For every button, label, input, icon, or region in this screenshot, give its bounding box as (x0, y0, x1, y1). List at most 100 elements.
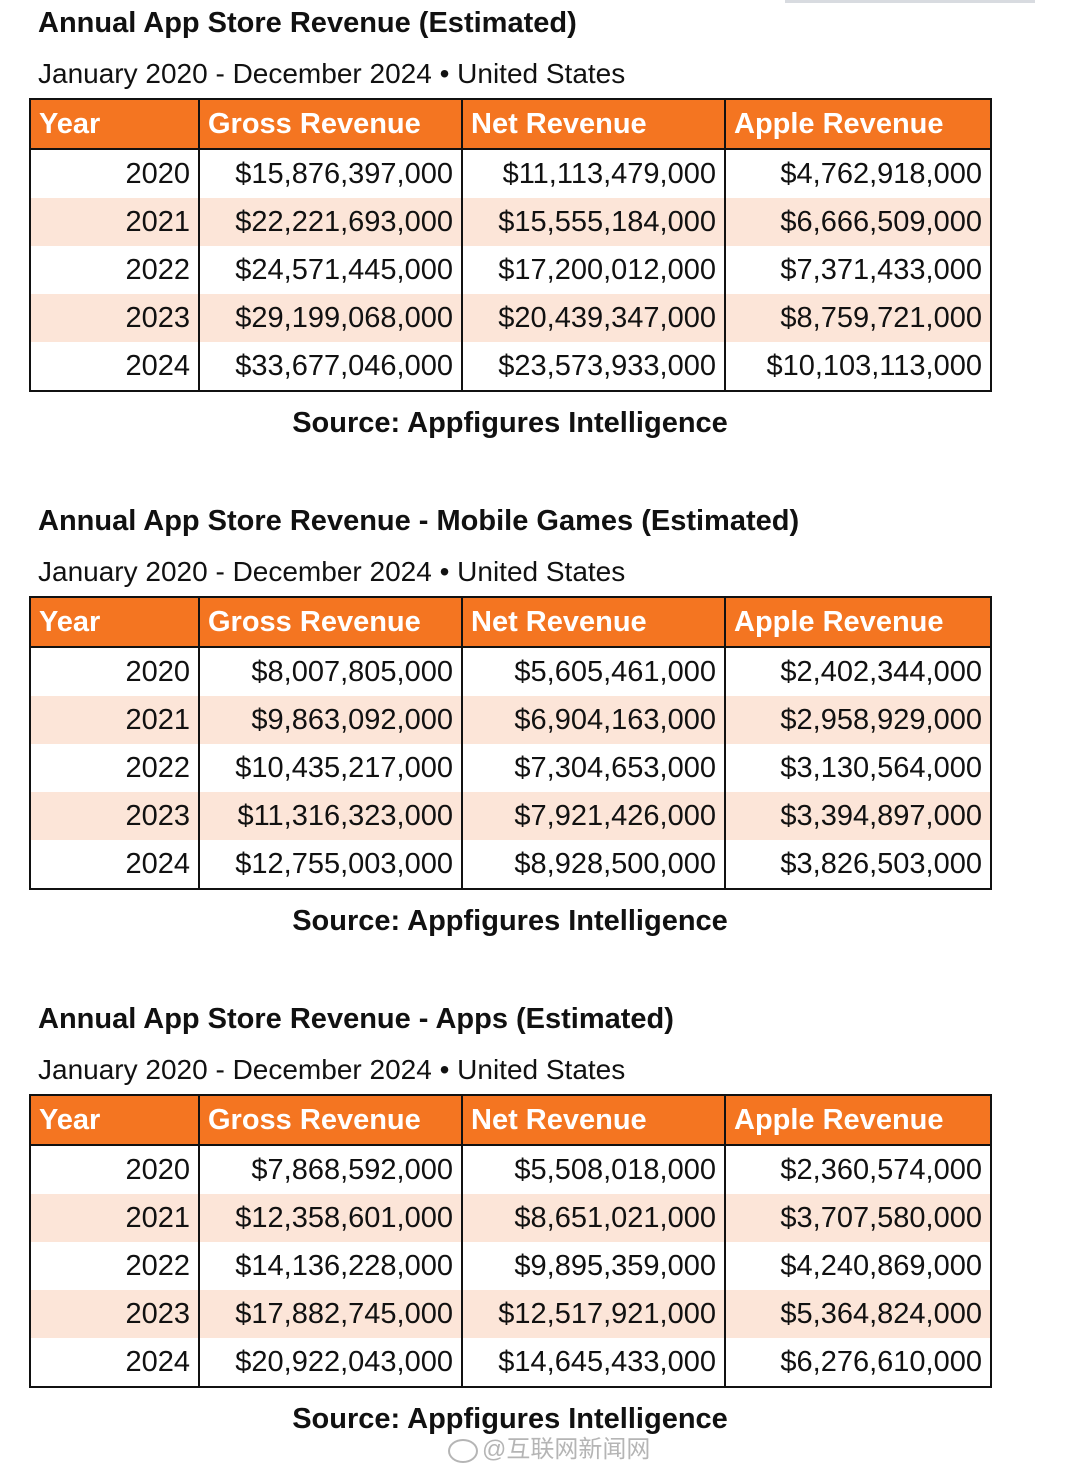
cell-gross-revenue: $29,199,068,000 (198, 294, 462, 342)
cell-year: 2021 (30, 198, 199, 246)
cell-apple-revenue: $2,958,929,000 (724, 696, 991, 744)
table-header-row: Year Gross Revenue Net Revenue Apple Rev… (30, 99, 991, 150)
cell-apple-revenue: $2,402,344,000 (724, 647, 991, 696)
table-row: 2021 $22,221,693,000 $15,555,184,000 $6,… (30, 198, 991, 246)
cell-apple-revenue: $7,371,433,000 (724, 246, 991, 294)
cell-apple-revenue: $4,762,918,000 (724, 149, 991, 198)
table-row: 2023 $11,316,323,000 $7,921,426,000 $3,3… (30, 792, 991, 840)
cell-gross-revenue: $11,316,323,000 (198, 792, 462, 840)
cell-year: 2022 (125, 751, 190, 784)
source-caption: Source: Appfigures Intelligence (292, 407, 728, 439)
cell-net-revenue: $20,439,347,000 (461, 294, 725, 342)
source-caption: Source: Appfigures Intelligence (292, 1403, 728, 1435)
table-row: 2020 $7,868,592,000 $5,508,018,000 $2,36… (30, 1145, 991, 1194)
cell-year: 2023 (30, 1290, 199, 1338)
cell-year: 2020 (125, 655, 190, 688)
cell-year: 2022 (125, 1249, 190, 1282)
table-row: 2020 $8,007,805,000 $5,605,461,000 $2,40… (30, 647, 991, 696)
table-row: 2024 $12,755,003,000 $8,928,500,000 $3,8… (30, 840, 991, 889)
cell-net-revenue: $17,200,012,000 (461, 246, 725, 294)
revenue-table: Year Gross Revenue Net Revenue Apple Rev… (29, 1094, 992, 1388)
header-apple-revenue: Apple Revenue (724, 99, 991, 150)
cell-year: 2021 (30, 696, 199, 744)
source-caption: Source: Appfigures Intelligence (292, 905, 728, 937)
section-title: Annual App Store Revenue - Apps (Estimat… (38, 1003, 674, 1035)
cell-gross-revenue: $10,435,217,000 (198, 744, 462, 792)
table-row: 2022 $14,136,228,000 $9,895,359,000 $4,2… (30, 1242, 991, 1290)
table-row: 2022 $10,435,217,000 $7,304,653,000 $3,1… (30, 744, 991, 792)
cell-net-revenue: $5,508,018,000 (461, 1145, 725, 1194)
cell-apple-revenue: $10,103,113,000 (724, 342, 991, 391)
cell-apple-revenue: $3,130,564,000 (724, 744, 991, 792)
cell-apple-revenue: $3,394,897,000 (724, 792, 991, 840)
cell-net-revenue: $7,921,426,000 (461, 792, 725, 840)
watermark-text: @互联网新闻网 (482, 1436, 651, 1463)
cell-gross-revenue: $8,007,805,000 (198, 647, 462, 696)
table-row: 2021 $9,863,092,000 $6,904,163,000 $2,95… (30, 696, 991, 744)
cell-gross-revenue: $17,882,745,000 (198, 1290, 462, 1338)
section-subtitle: January 2020 - December 2024 • United St… (38, 1054, 626, 1085)
cell-apple-revenue: $8,759,721,000 (724, 294, 991, 342)
header-net-revenue: Net Revenue (461, 597, 725, 648)
cell-gross-revenue: $33,677,046,000 (198, 342, 462, 391)
header-net-revenue: Net Revenue (461, 1095, 725, 1146)
cell-apple-revenue: $4,240,869,000 (724, 1242, 991, 1290)
cell-apple-revenue: $6,666,509,000 (724, 198, 991, 246)
cell-year: 2020 (125, 157, 190, 190)
cell-net-revenue: $15,555,184,000 (461, 198, 725, 246)
table-row: 2021 $12,358,601,000 $8,651,021,000 $3,7… (30, 1194, 991, 1242)
cell-net-revenue: $6,904,163,000 (461, 696, 725, 744)
watermark: @互联网新闻网 (448, 1432, 650, 1468)
table-header-row: Year Gross Revenue Net Revenue Apple Rev… (30, 597, 991, 648)
header-gross-revenue: Gross Revenue (198, 1095, 462, 1146)
table-row: 2023 $29,199,068,000 $20,439,347,000 $8,… (30, 294, 991, 342)
cell-gross-revenue: $12,755,003,000 (198, 840, 462, 889)
cell-apple-revenue: $2,360,574,000 (724, 1145, 991, 1194)
table-row: 2020 $15,876,397,000 $11,113,479,000 $4,… (30, 149, 991, 198)
header-gross-revenue: Gross Revenue (198, 597, 462, 648)
header-apple-revenue: Apple Revenue (724, 597, 991, 648)
table-row: 2024 $20,922,043,000 $14,645,433,000 $6,… (30, 1338, 991, 1387)
header-year: Year (30, 99, 199, 150)
header-year: Year (30, 597, 199, 648)
cell-gross-revenue: $24,571,445,000 (198, 246, 462, 294)
header-year: Year (30, 1095, 199, 1146)
cell-net-revenue: $12,517,921,000 (461, 1290, 725, 1338)
cell-net-revenue: $8,928,500,000 (461, 840, 725, 889)
header-net-revenue: Net Revenue (461, 99, 725, 150)
cell-year: 2021 (30, 1194, 199, 1242)
cell-year: 2024 (125, 349, 190, 382)
table-row: 2024 $33,677,046,000 $23,573,933,000 $10… (30, 342, 991, 391)
cell-net-revenue: $5,605,461,000 (461, 647, 725, 696)
cell-apple-revenue: $5,364,824,000 (724, 1290, 991, 1338)
revenue-table: Year Gross Revenue Net Revenue Apple Rev… (29, 98, 992, 392)
cell-gross-revenue: $14,136,228,000 (198, 1242, 462, 1290)
cell-gross-revenue: $15,876,397,000 (198, 149, 462, 198)
cell-gross-revenue: $12,358,601,000 (198, 1194, 462, 1242)
cell-year: 2022 (125, 253, 190, 286)
cell-net-revenue: $23,573,933,000 (461, 342, 725, 391)
cell-year: 2023 (30, 792, 199, 840)
table-row: 2022 $24,571,445,000 $17,200,012,000 $7,… (30, 246, 991, 294)
cell-apple-revenue: $3,707,580,000 (724, 1194, 991, 1242)
cell-gross-revenue: $22,221,693,000 (198, 198, 462, 246)
cell-year: 2024 (125, 847, 190, 880)
section-subtitle: January 2020 - December 2024 • United St… (38, 556, 626, 587)
header-apple-revenue: Apple Revenue (724, 1095, 991, 1146)
cell-gross-revenue: $9,863,092,000 (198, 696, 462, 744)
table-row: 2023 $17,882,745,000 $12,517,921,000 $5,… (30, 1290, 991, 1338)
header-gross-revenue: Gross Revenue (198, 99, 462, 150)
cell-net-revenue: $11,113,479,000 (461, 149, 725, 198)
cell-net-revenue: $7,304,653,000 (461, 744, 725, 792)
cell-year: 2024 (125, 1345, 190, 1378)
revenue-table: Year Gross Revenue Net Revenue Apple Rev… (29, 596, 992, 890)
cell-gross-revenue: $20,922,043,000 (198, 1338, 462, 1387)
section-title: Annual App Store Revenue - Mobile Games … (38, 505, 800, 537)
top-edge-strip (785, 0, 1035, 3)
cell-apple-revenue: $3,826,503,000 (724, 840, 991, 889)
table-header-row: Year Gross Revenue Net Revenue Apple Rev… (30, 1095, 991, 1146)
weibo-icon (448, 1438, 478, 1463)
cell-gross-revenue: $7,868,592,000 (198, 1145, 462, 1194)
cell-net-revenue: $9,895,359,000 (461, 1242, 725, 1290)
cell-net-revenue: $14,645,433,000 (461, 1338, 725, 1387)
